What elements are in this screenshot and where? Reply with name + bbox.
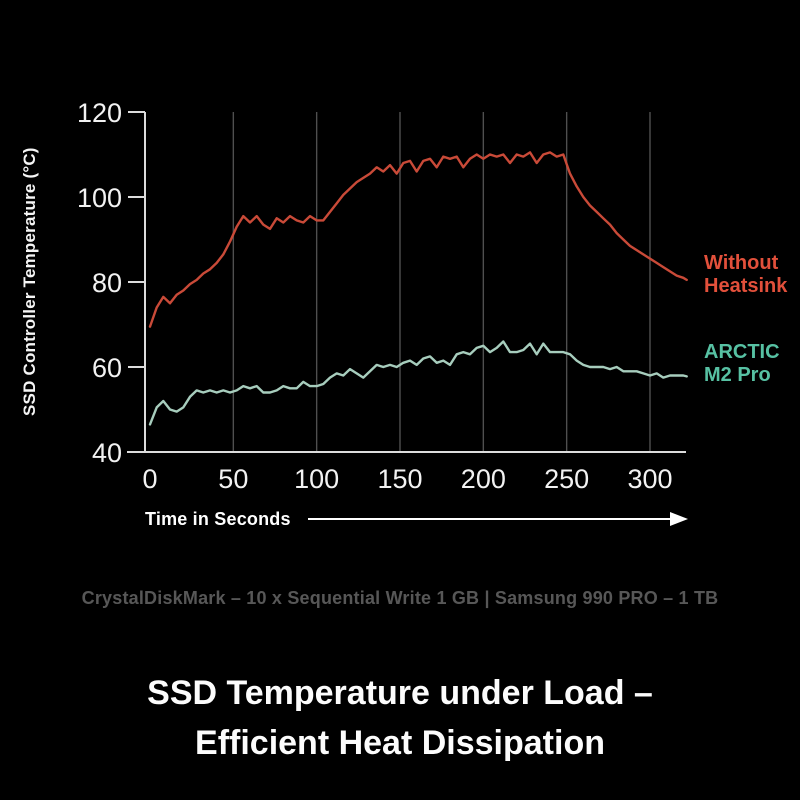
legend-arctic-line1: ARCTIC (704, 341, 780, 363)
x-tick-label-150: 150 (377, 464, 422, 494)
time-arrow-head-icon (670, 512, 688, 526)
series-line-without-heatsink (148, 151, 688, 328)
page-title-line2: Efficient Heat Dissipation (195, 724, 605, 762)
legend-without-heatsink-line2: Heatsink (704, 275, 788, 297)
legend-arctic-m2-pro: ARCTIC M2 Pro (704, 341, 780, 387)
x-tick-label-250: 250 (544, 464, 589, 494)
benchmark-footnote: CrystalDiskMark – 10 x Sequential Write … (81, 588, 719, 608)
y-tick-label-80: 80 (92, 268, 122, 298)
x-tick-label-100: 100 (294, 464, 339, 494)
y-tick-label-60: 60 (92, 353, 122, 383)
page-title: SSD Temperature under Load – Efficient H… (0, 668, 800, 768)
y-tick-label-40: 40 (92, 438, 122, 468)
x-tick-label-50: 50 (218, 464, 248, 494)
x-tick-label-300: 300 (627, 464, 672, 494)
legend-arctic-line2: M2 Pro (704, 364, 771, 386)
y-axis-title: SSD Controller Temperature (°C) (20, 147, 39, 417)
x-axis-title: Time in Seconds (145, 509, 291, 529)
series-line-arctic-m2-pro (148, 340, 688, 426)
legend-without-heatsink-line1: Without (704, 252, 779, 274)
y-tick-label-120: 120 (77, 98, 122, 128)
temperature-chart: 40 60 80 100 120 0 50 100 150 200 250 300 (77, 98, 688, 526)
x-tick-label-200: 200 (461, 464, 506, 494)
legend-without-heatsink: Without Heatsink (704, 252, 787, 298)
page-title-line1: SSD Temperature under Load – (147, 674, 653, 712)
y-tick-label-100: 100 (77, 183, 122, 213)
x-tick-label-0: 0 (142, 464, 157, 494)
